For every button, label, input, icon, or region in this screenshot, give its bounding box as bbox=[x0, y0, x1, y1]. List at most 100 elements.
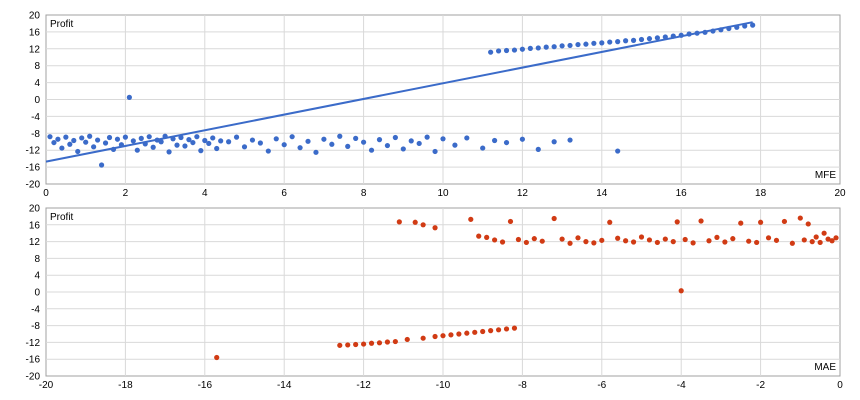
mfe-data-point bbox=[543, 44, 549, 50]
mae-x-tick-label: 0 bbox=[837, 380, 843, 391]
mae-data-point bbox=[607, 219, 613, 225]
mfe-data-point bbox=[130, 138, 136, 144]
mfe-x-tick-label: 16 bbox=[676, 188, 688, 199]
mfe-y-tick-label: 0 bbox=[34, 95, 40, 106]
mae-data-point bbox=[678, 288, 684, 294]
mfe-data-point bbox=[654, 35, 660, 41]
mae-data-point bbox=[384, 339, 391, 345]
mae-y-tick-label: 8 bbox=[34, 254, 40, 265]
mfe-data-point bbox=[186, 137, 192, 143]
mfe-data-point bbox=[91, 144, 97, 150]
mae-x-tick-label: -2 bbox=[756, 380, 765, 391]
mfe-data-point bbox=[519, 136, 526, 142]
mfe-data-point bbox=[95, 137, 101, 143]
mfe-data-point bbox=[83, 139, 89, 145]
mae-data-point bbox=[773, 237, 780, 243]
mfe-data-point bbox=[495, 48, 502, 54]
mfe-data-point bbox=[158, 139, 164, 145]
mfe-data-point bbox=[202, 137, 208, 144]
mfe-y-tick-label: 8 bbox=[34, 61, 40, 72]
mae-data-point bbox=[583, 239, 589, 245]
mae-data-point bbox=[488, 328, 494, 334]
mae-data-point bbox=[754, 239, 760, 246]
mfe-scatter-panel: 0 2 4 6 8 10 12 14 16 18 20 -20 -16 -12 -8 -4 0 4 8 12 16 20 P… bbox=[26, 11, 846, 200]
mfe-data-point bbox=[226, 139, 232, 145]
mfe-data-point bbox=[162, 133, 168, 139]
mfe-data-point bbox=[289, 134, 295, 140]
mfe-data-point bbox=[583, 41, 589, 47]
mfe-data-point bbox=[591, 40, 597, 46]
mae-data-point bbox=[503, 326, 510, 332]
mfe-data-point bbox=[166, 149, 172, 155]
mfe-data-point bbox=[214, 145, 220, 152]
mfe-data-point bbox=[718, 27, 724, 33]
mfe-data-point bbox=[249, 137, 256, 143]
mae-data-point bbox=[714, 234, 720, 240]
mae-data-point bbox=[670, 239, 676, 245]
mfe-data-point bbox=[575, 41, 581, 48]
mae-data-point bbox=[337, 342, 343, 348]
mfe-data-point bbox=[106, 134, 113, 141]
mfe-data-point bbox=[638, 36, 645, 43]
mfe-data-point bbox=[559, 43, 565, 49]
mfe-data-point bbox=[503, 139, 510, 146]
mfe-data-point bbox=[384, 142, 391, 149]
mae-data-point bbox=[638, 234, 645, 240]
mae-data-point bbox=[495, 327, 502, 333]
mae-data-point bbox=[789, 240, 795, 246]
mae-data-point bbox=[368, 340, 375, 346]
mfe-data-point bbox=[535, 146, 541, 152]
mfe-data-point bbox=[607, 39, 613, 45]
mae-data-point bbox=[730, 236, 736, 242]
mfe-data-point bbox=[630, 37, 637, 43]
mfe-y-tick-label: -12 bbox=[26, 146, 41, 157]
mfe-data-point bbox=[432, 148, 438, 155]
mfe-data-point bbox=[440, 136, 446, 142]
mfe-data-point bbox=[710, 28, 716, 34]
mae-y-tick-label: -4 bbox=[31, 304, 40, 315]
mfe-data-point bbox=[376, 137, 383, 143]
mfe-data-point bbox=[233, 134, 240, 140]
mae-data-point bbox=[801, 237, 807, 243]
mae-data-point bbox=[214, 354, 220, 361]
mfe-data-point bbox=[198, 148, 204, 154]
mfe-data-point bbox=[519, 46, 526, 52]
mae-data-point bbox=[698, 218, 704, 224]
mfe-data-point bbox=[134, 147, 140, 153]
mfe-data-point bbox=[55, 136, 61, 142]
mae-data-point bbox=[646, 237, 653, 243]
mfe-y-tick-label: 20 bbox=[29, 11, 41, 22]
mae-data-point bbox=[456, 331, 462, 337]
mae-data-point bbox=[464, 330, 470, 336]
mfe-data-point bbox=[59, 145, 65, 151]
mae-data-point bbox=[551, 215, 557, 222]
mfe-data-point bbox=[321, 136, 327, 142]
mae-data-point bbox=[765, 235, 772, 241]
mfe-data-point bbox=[392, 134, 398, 141]
mfe-data-point bbox=[297, 145, 303, 151]
mfe-data-point bbox=[265, 148, 271, 154]
mfe-data-point bbox=[79, 135, 85, 141]
mae-y-tick-label: -12 bbox=[26, 338, 41, 349]
mfe-data-point bbox=[702, 29, 708, 35]
mfe-data-point bbox=[122, 134, 128, 140]
mae-data-point bbox=[511, 325, 518, 331]
mae-data-point bbox=[531, 236, 537, 242]
mfe-x-tick-label: 0 bbox=[43, 188, 49, 199]
mae-data-point bbox=[813, 234, 819, 240]
mfe-data-point bbox=[67, 141, 73, 147]
mfe-data-point bbox=[750, 22, 756, 28]
mfe-data-point bbox=[98, 162, 105, 168]
mae-data-point bbox=[404, 336, 410, 343]
mae-y-tick-label: -16 bbox=[26, 355, 41, 366]
mae-data-point bbox=[559, 236, 565, 242]
mae-scatter-panel: -20 -18 -16 -14 -12 -10 -8 -6 -4 -2 0-20-16-12-8-4… bbox=[26, 204, 844, 392]
mae-data-point bbox=[654, 239, 660, 246]
mae-x-tick-label: -14 bbox=[277, 380, 292, 391]
mfe-data-point bbox=[102, 140, 109, 146]
mfe-data-point bbox=[480, 145, 486, 151]
mfe-y-tick-label: 4 bbox=[34, 78, 40, 89]
mfe-data-point bbox=[416, 140, 422, 147]
mfe-data-point bbox=[424, 134, 430, 140]
mfe-data-point bbox=[408, 138, 414, 144]
